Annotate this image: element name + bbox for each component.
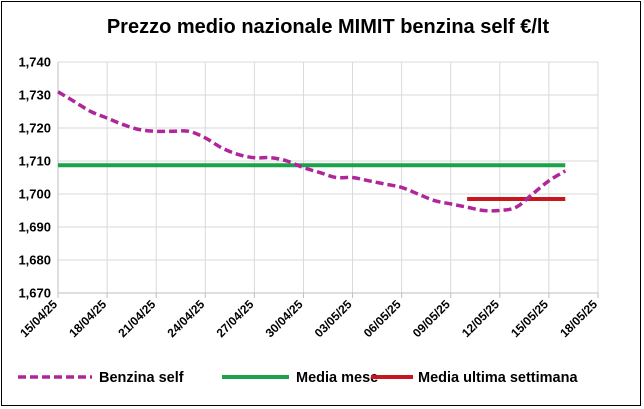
x-tick-label: 24/04/25: [164, 297, 207, 340]
x-tick-label: 27/04/25: [214, 297, 257, 340]
series-line-benzina-self: [57, 90, 567, 213]
x-tick-label: 06/05/25: [361, 297, 404, 340]
legend-label: Benzina self: [99, 370, 184, 386]
y-tick-label: 1,670: [18, 286, 51, 301]
x-tick-label: 30/04/25: [263, 297, 306, 340]
x-axis-ticks: 15/04/25 18/04/25 21/04/25 24/04/25 27/04/25…: [17, 297, 600, 340]
x-tick-label: 18/04/25: [66, 297, 109, 340]
axes: [57, 62, 599, 298]
x-tick-label: 15/04/25: [17, 297, 60, 340]
y-tick-label: 1,700: [18, 187, 51, 202]
x-tick-label: 12/05/25: [459, 297, 502, 340]
x-tick-label: 18/05/25: [557, 297, 600, 340]
y-tick-label: 1,690: [18, 220, 51, 235]
y-tick-label: 1,710: [18, 154, 51, 169]
chart-title: Prezzo medio nazionale MIMIT benzina sel…: [107, 16, 550, 38]
legend: Benzina self Media mese Media ultima setti…: [18, 370, 578, 386]
y-axis-ticks: 1,740 1,730 1,720 1,710 1,700 1,690 1,680 1,670: [18, 55, 51, 301]
grid: [57, 61, 599, 294]
x-tick-label: 03/05/25: [312, 297, 355, 340]
y-tick-label: 1,720: [18, 121, 51, 136]
legend-label: Media mese: [296, 370, 378, 386]
y-tick-label: 1,680: [18, 253, 51, 268]
x-tick-label: 15/05/25: [508, 297, 551, 340]
series-group: [57, 90, 567, 213]
x-tick-label: 09/05/25: [410, 297, 453, 340]
legend-label: Media ultima settimana: [418, 370, 578, 386]
y-tick-label: 1,730: [18, 88, 51, 103]
x-tick-label: 21/04/25: [115, 297, 158, 340]
y-tick-label: 1,740: [18, 55, 51, 70]
